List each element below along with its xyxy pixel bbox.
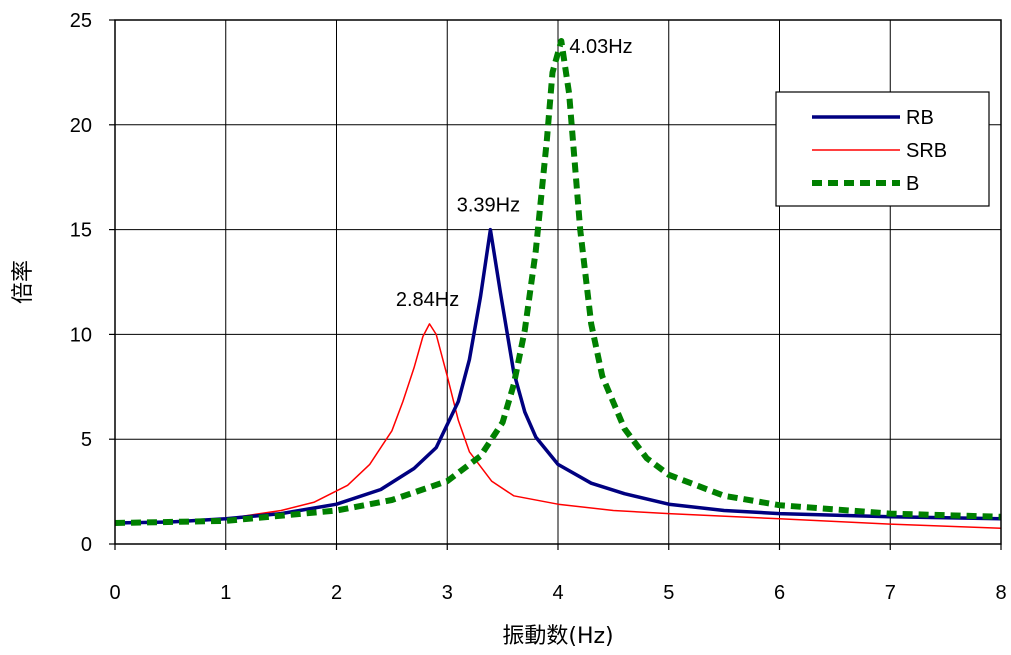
series-line-b — [114, 38, 1002, 526]
peak-annotation: 4.03Hz — [569, 36, 632, 58]
peak-annotation: 2.84Hz — [396, 289, 459, 311]
y-tick-label: 0 — [81, 534, 92, 556]
y-tick-label: 20 — [70, 115, 92, 137]
legend-label-b: B — [906, 173, 919, 195]
x-tick-label: 4 — [552, 582, 563, 604]
x-axis-ticks: 0 1 2 3 4 5 6 7 8 — [109, 544, 1007, 604]
x-tick-label: 8 — [995, 582, 1006, 604]
x-tick-label: 5 — [663, 582, 674, 604]
legend: RB SRB B — [775, 91, 990, 207]
x-tick-label: 0 — [109, 582, 120, 604]
series-line-rb — [114, 227, 1002, 525]
legend-box — [775, 91, 990, 207]
y-axis-ticks: 0 5 10 15 20 25 — [70, 10, 115, 556]
legend-label-srb: SRB — [906, 140, 947, 162]
y-tick-label: 15 — [70, 220, 92, 242]
x-axis-title: 振動数(Hz) — [502, 624, 613, 649]
x-tick-label: 1 — [220, 582, 231, 604]
x-tick-label: 2 — [331, 582, 342, 604]
peak-annotations: 2.84Hz 3.39Hz 4.03Hz — [396, 36, 633, 311]
y-tick-label: 25 — [70, 10, 92, 32]
x-tick-label: 6 — [774, 582, 785, 604]
y-tick-label: 10 — [70, 324, 92, 346]
legend-label-rb: RB — [906, 107, 934, 129]
series-layer — [114, 38, 1002, 530]
x-tick-label: 3 — [442, 582, 453, 604]
series-line-srb — [114, 323, 1002, 530]
peak-annotation: 3.39Hz — [457, 195, 520, 217]
y-tick-label: 5 — [81, 429, 92, 451]
x-tick-label: 7 — [885, 582, 896, 604]
y-axis-title: 倍率 — [11, 260, 36, 304]
